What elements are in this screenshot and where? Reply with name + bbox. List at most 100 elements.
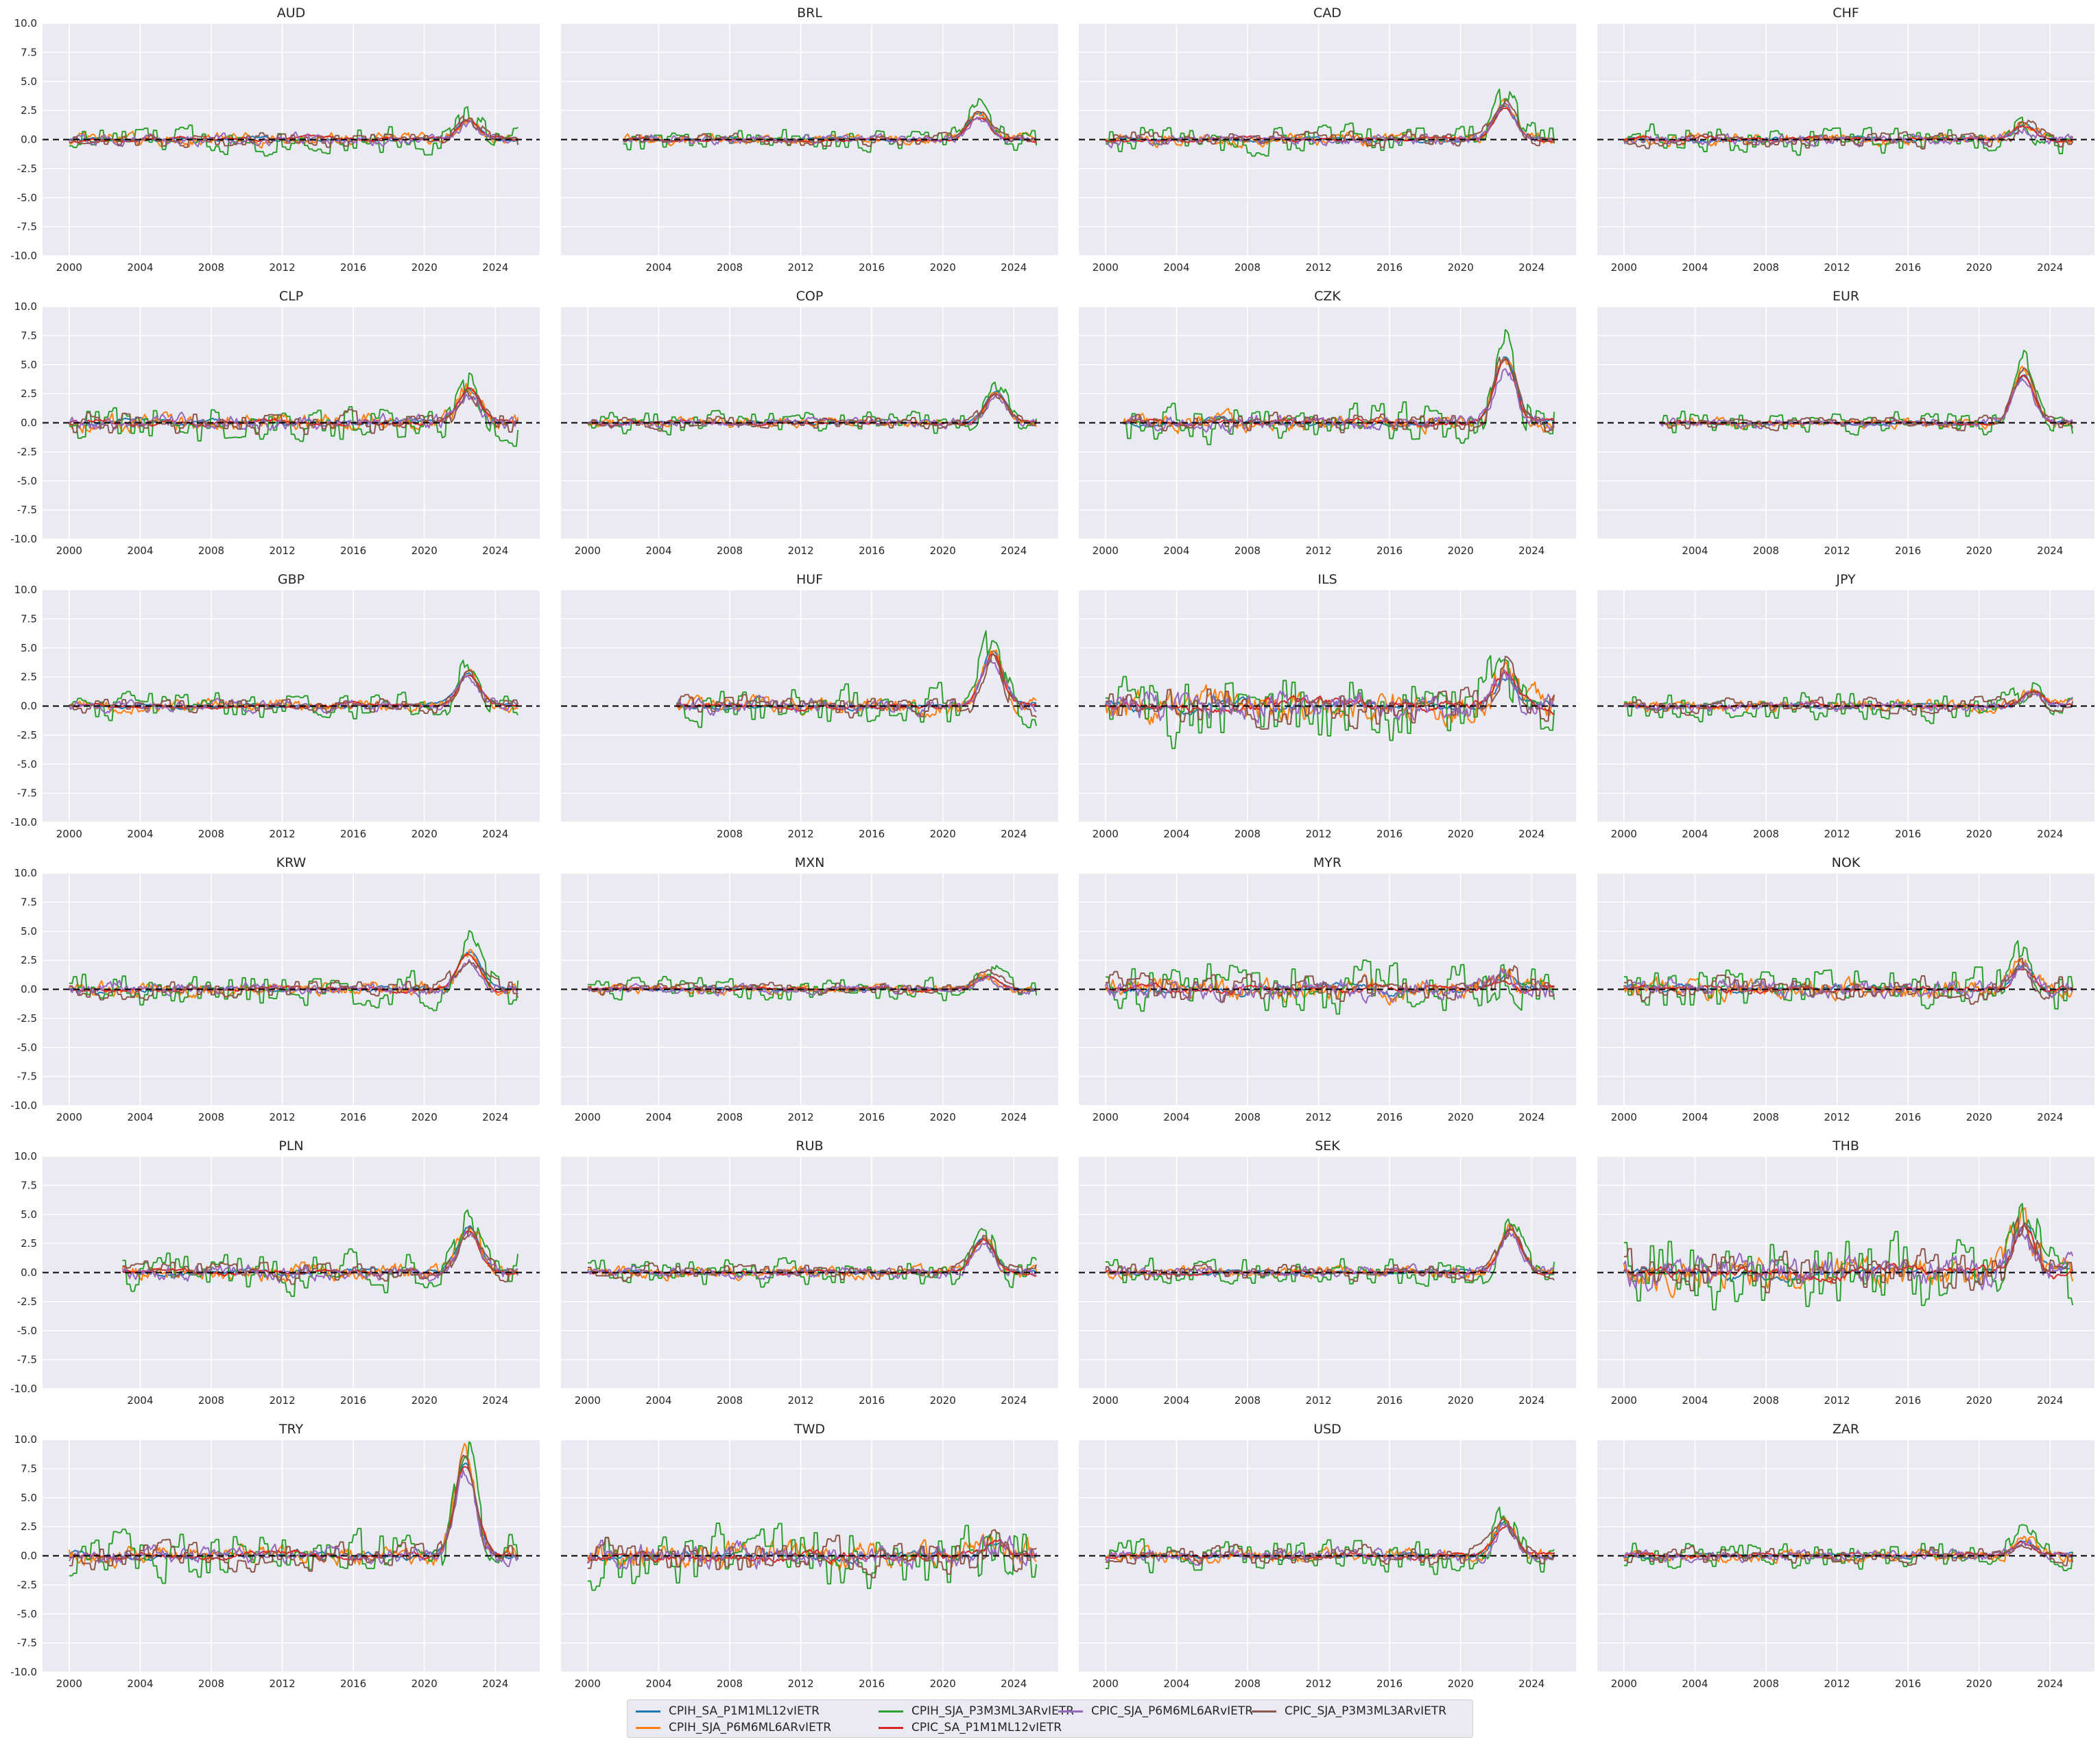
legend-swatch-orange xyxy=(636,1726,660,1729)
y-tick-label: -5.0 xyxy=(17,1608,37,1620)
y-tick-label: 7.5 xyxy=(21,329,37,342)
x-tick-label: 2016 xyxy=(340,1678,366,1690)
series-line xyxy=(1623,682,2073,724)
x-tick-label: 2012 xyxy=(787,261,813,274)
series-line xyxy=(587,1234,1038,1282)
y-tick-label: -10.0 xyxy=(10,1666,37,1678)
panel-cop: 2000 2004 2008 2012 2016 2020 2024 COP xyxy=(561,289,1058,557)
panel-title: THB xyxy=(1832,1138,1859,1154)
x-tick-label: 2020 xyxy=(1966,828,1992,840)
x-tick-label: 2020 xyxy=(1966,545,1992,557)
panel-mxn: 2000 2004 2008 2012 2016 2020 2024 MXN xyxy=(561,855,1058,1123)
x-tick-label: 2020 xyxy=(1966,261,1992,274)
x-tick-label: 2004 xyxy=(645,261,671,274)
y-tick-label: 2.5 xyxy=(21,954,37,966)
panel-title: MXN xyxy=(795,855,825,870)
x-tick-label: 2008 xyxy=(1753,545,1779,557)
series-line xyxy=(676,630,1038,728)
x-tick-label: 2020 xyxy=(411,1394,438,1407)
panel-thb: 2000 2004 2008 2012 2016 2020 2024 THB xyxy=(1597,1138,2095,1407)
panel-krw: 10.0 7.5 5.0 2.5 0.0 -2.5 -5.0 -7.5 -10.0 2000 200… xyxy=(10,855,540,1123)
x-tick-label: 2004 xyxy=(1682,1111,1708,1123)
series-line xyxy=(1623,957,2073,1005)
series-line xyxy=(587,1523,1038,1591)
y-tick-label: -7.5 xyxy=(17,1071,37,1083)
legend-item: CPIH_SA_P1M1ML12vIETR xyxy=(636,1703,820,1719)
panel-myr: 2000 2004 2008 2012 2016 2020 2024 MYR xyxy=(1079,855,1576,1123)
x-tick-label: 2012 xyxy=(1305,261,1331,274)
legend-item: CPIC_SJA_P6M6ML6ARvIETR xyxy=(1058,1703,1253,1719)
x-tick-label: 2024 xyxy=(2037,545,2063,557)
x-tick-label: 2024 xyxy=(1518,1678,1544,1690)
legend-item: CPIH_SJA_P3M3ML3ARvIETR xyxy=(879,1703,1074,1719)
y-tick-label: 2.5 xyxy=(21,387,37,400)
panel-usd: 2000 2004 2008 2012 2016 2020 2024 USD xyxy=(1079,1422,1576,1690)
x-tick-label: 2020 xyxy=(411,261,438,274)
x-tick-label: 2000 xyxy=(1611,261,1637,274)
y-tick-label: 0.0 xyxy=(21,700,37,713)
x-tick-label: 2012 xyxy=(1305,545,1331,557)
x-tick-label: 2016 xyxy=(1895,1678,1921,1690)
series-line xyxy=(1123,359,1555,428)
x-tick-label: 2012 xyxy=(1305,1111,1331,1123)
x-tick-label: 2016 xyxy=(1376,545,1403,557)
x-tick-label: 2008 xyxy=(198,261,224,274)
series-line xyxy=(1623,690,2074,716)
x-tick-label: 2012 xyxy=(1305,1394,1331,1407)
panel-title: AUD xyxy=(277,5,306,21)
x-tick-label: 2004 xyxy=(645,1111,671,1123)
x-tick-label: 2016 xyxy=(340,1111,366,1123)
x-tick-label: 2000 xyxy=(575,1678,601,1690)
x-tick-label: 2020 xyxy=(411,1111,438,1123)
x-tick-label: 2008 xyxy=(1234,545,1261,557)
x-tick-label: 2020 xyxy=(1448,1678,1474,1690)
x-tick-label: 2012 xyxy=(269,1678,295,1690)
y-tick-label: 7.5 xyxy=(21,46,37,58)
x-tick-label: 2020 xyxy=(1448,545,1474,557)
series-line xyxy=(623,98,1038,153)
x-tick-label: 2000 xyxy=(56,1678,82,1690)
y-tick-label: -2.5 xyxy=(17,1579,37,1591)
x-tick-label: 2004 xyxy=(645,1394,671,1407)
series-line xyxy=(623,110,1038,147)
y-tick-label: 0.0 xyxy=(21,1550,37,1562)
x-tick-label: 2000 xyxy=(1093,261,1119,274)
x-tick-label: 2000 xyxy=(575,1394,601,1407)
x-tick-label: 2004 xyxy=(1163,1678,1189,1690)
series-line xyxy=(1105,1506,1555,1575)
y-tick-label: -7.5 xyxy=(17,1354,37,1366)
y-tick-label: -5.0 xyxy=(17,475,37,487)
legend: CPIH_SA_P1M1ML12vIETR CPIH_SJA_P6M6ML6AR… xyxy=(627,1699,1473,1738)
series-line xyxy=(1623,1226,2074,1292)
series-line xyxy=(1623,119,2074,150)
panel-title: MYR xyxy=(1313,855,1341,870)
x-tick-label: 2024 xyxy=(1001,828,1027,840)
x-tick-label: 2020 xyxy=(930,1678,956,1690)
panel-title: CHF xyxy=(1833,5,1859,21)
x-tick-label: 2012 xyxy=(1824,1394,1850,1407)
y-tick-label: -10.0 xyxy=(10,1383,37,1395)
panel-title: CAD xyxy=(1313,5,1341,21)
x-tick-label: 2020 xyxy=(1966,1678,1992,1690)
x-tick-label: 2016 xyxy=(1376,1111,1403,1123)
panel-title: ZAR xyxy=(1833,1422,1859,1437)
y-tick-label: -7.5 xyxy=(17,504,37,516)
x-tick-label: 2012 xyxy=(787,545,813,557)
x-tick-label: 2024 xyxy=(1518,1111,1544,1123)
x-tick-label: 2000 xyxy=(1611,1678,1637,1690)
y-tick-label: -7.5 xyxy=(17,1637,37,1649)
legend-swatch-brown xyxy=(1252,1710,1276,1713)
x-tick-label: 2012 xyxy=(269,545,295,557)
x-tick-label: 2000 xyxy=(1093,1111,1119,1123)
panel-try: 10.0 7.5 5.0 2.5 0.0 -2.5 -5.0 -7.5 -10.0 2000 200… xyxy=(10,1422,540,1690)
series-line xyxy=(69,390,519,436)
x-tick-label: 2004 xyxy=(1682,545,1708,557)
y-tick-label: -5.0 xyxy=(17,758,37,770)
legend-swatch-green xyxy=(879,1710,903,1713)
series-line xyxy=(69,1455,518,1573)
y-tick-label: -10.0 xyxy=(10,1099,37,1112)
x-tick-label: 2016 xyxy=(859,545,885,557)
y-tick-label: 5.0 xyxy=(21,1208,37,1221)
x-tick-label: 2000 xyxy=(56,828,82,840)
